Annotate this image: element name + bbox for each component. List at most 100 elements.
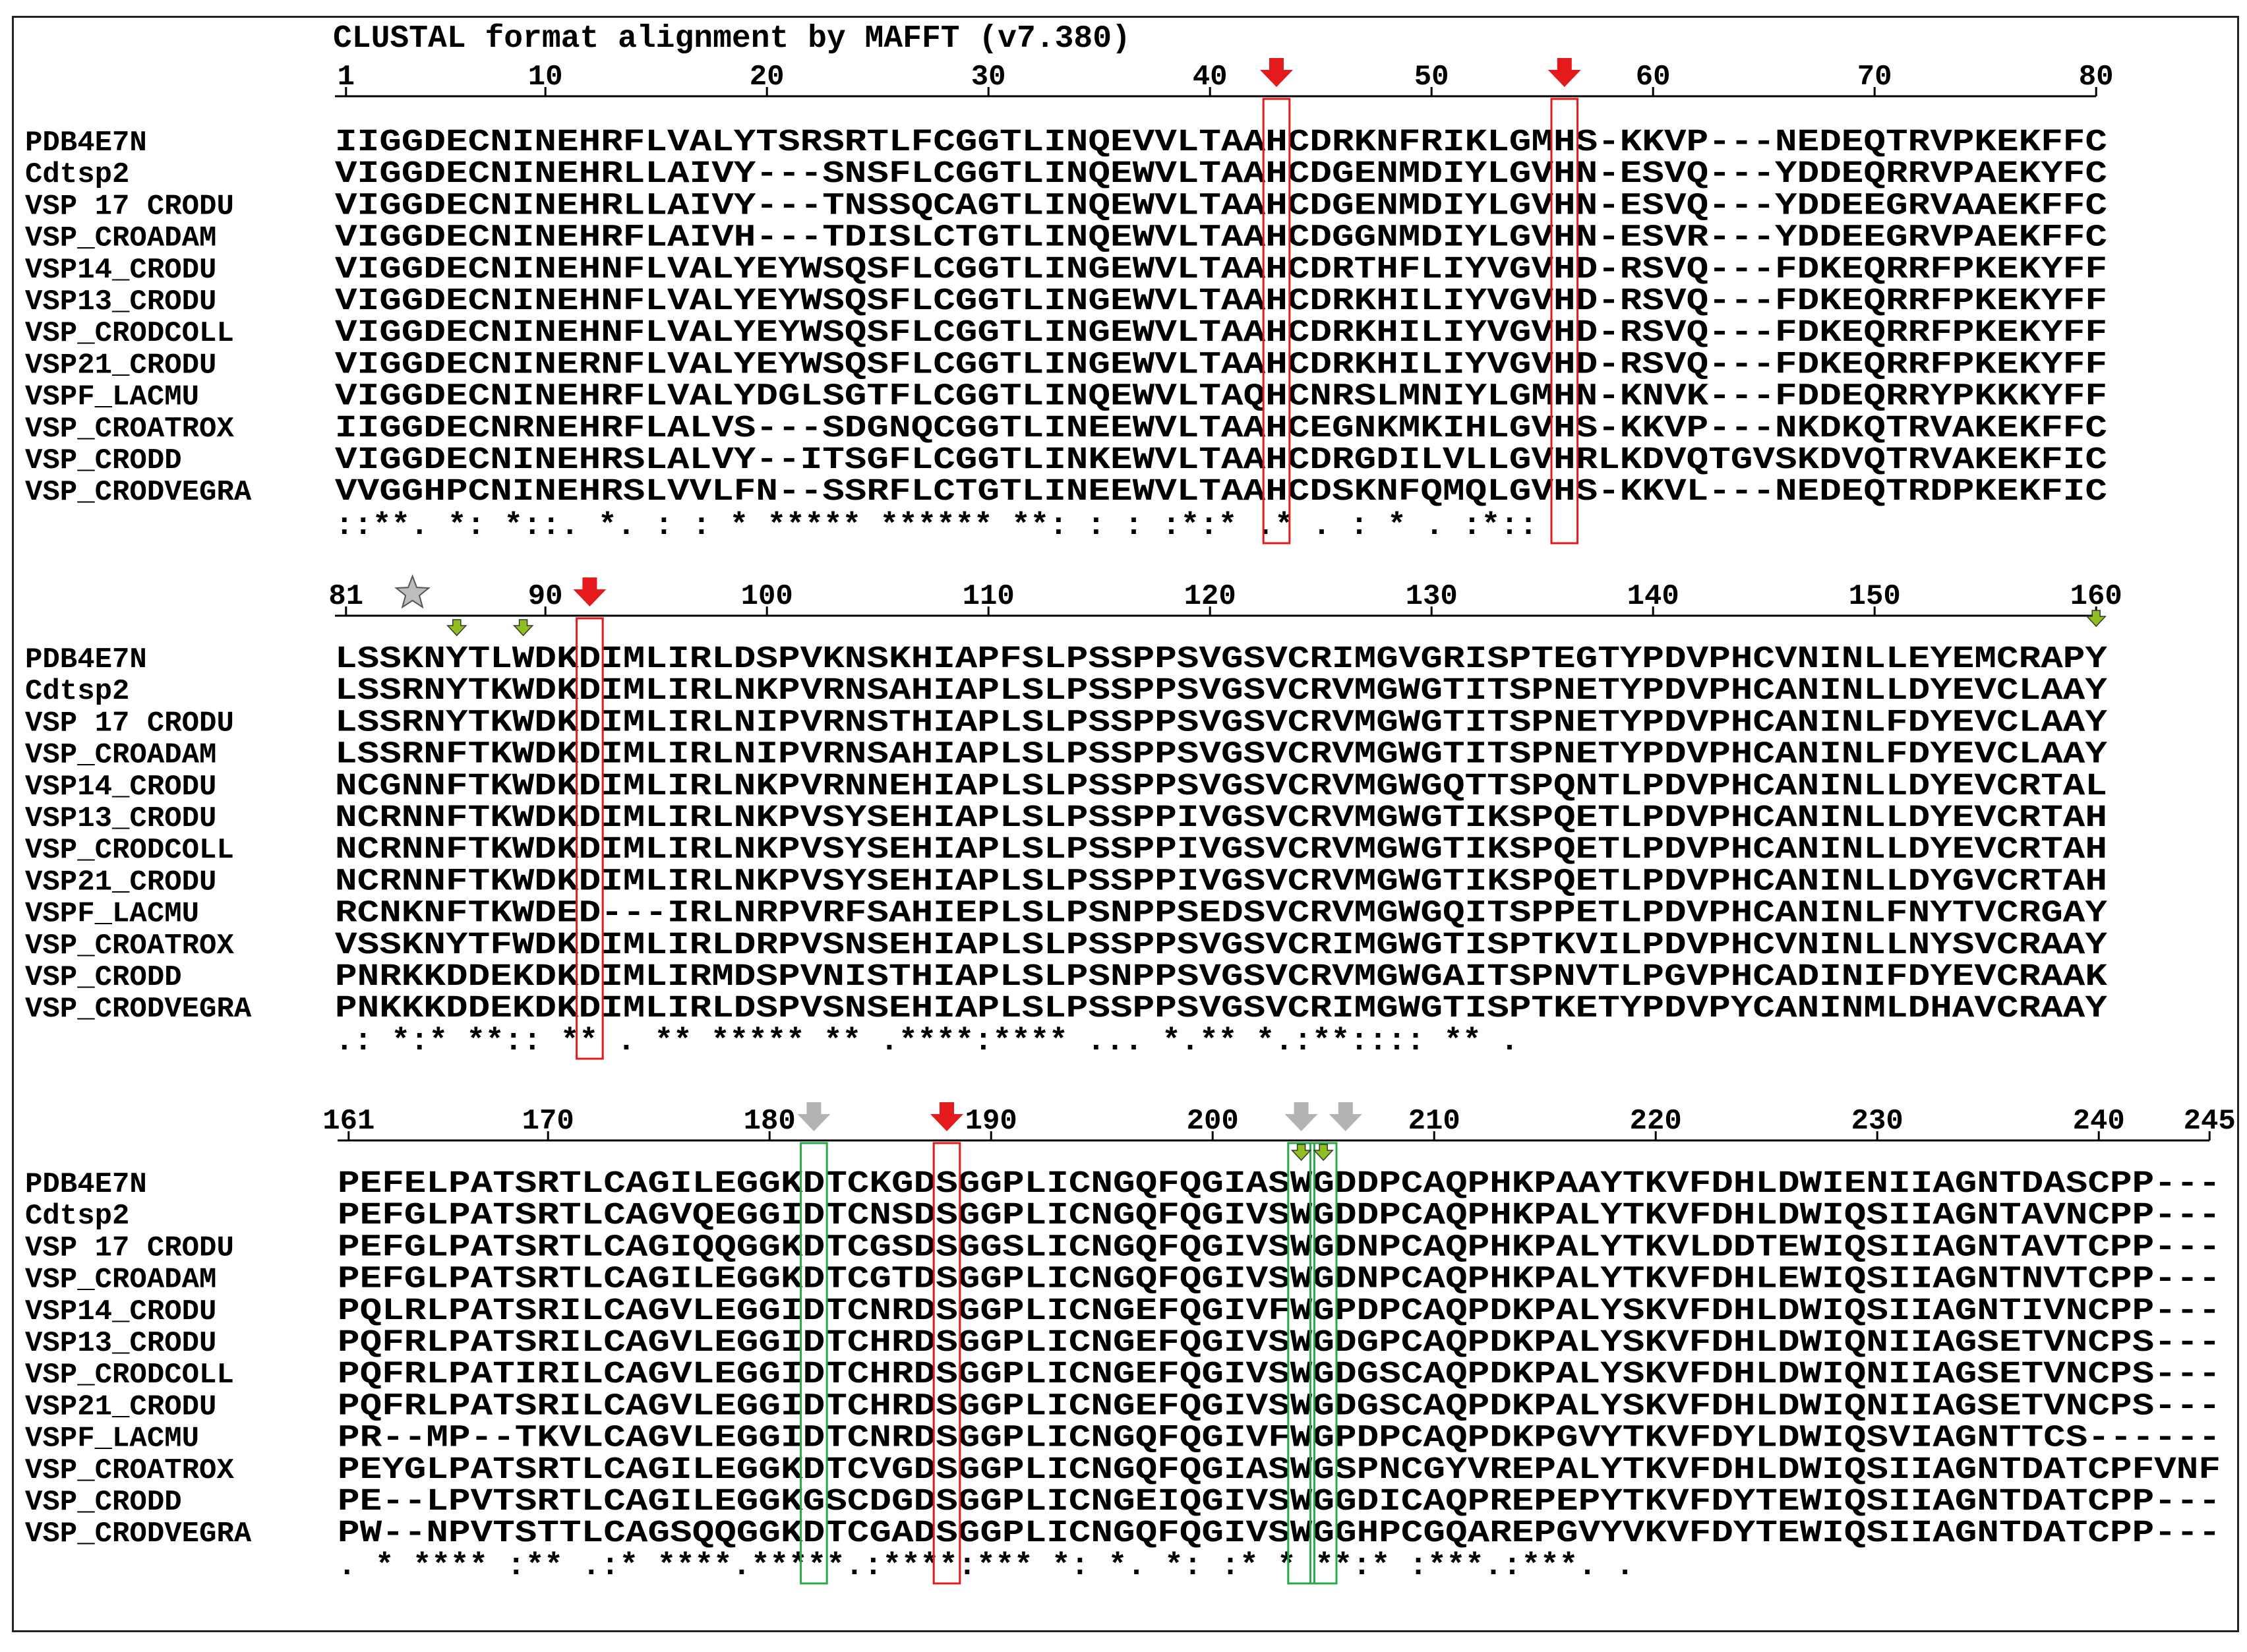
consensus-row: ::**. *: *::. *. : : * ***** ****** **: … xyxy=(335,508,1538,544)
sequence-row: VIGGDECNINEHRFLVALYDGLSGTFLCGGTLINQEWVLT… xyxy=(335,379,2107,415)
ruler-label: 170 xyxy=(522,1105,574,1138)
sequence-name: VSP_CRODCOLL xyxy=(25,1359,234,1392)
sequence-name: VSP_CROATROX xyxy=(25,1454,234,1487)
sequence-name: VSPF_LACMU xyxy=(25,1423,199,1456)
sequence-row: PQFRLPATSRILCAGVLEGGIDTCHRDSGGPLICNGEFQG… xyxy=(338,1388,2221,1424)
sequence-name: PDB4E7N xyxy=(25,1168,147,1201)
ruler-label: 10 xyxy=(528,61,563,94)
ruler-label: 200 xyxy=(1187,1105,1239,1138)
ruler-label: 110 xyxy=(963,580,1015,613)
ruler-label: 150 xyxy=(1849,580,1901,613)
sequence-name: VSP13_CRODU xyxy=(25,285,216,318)
ruler-label: 220 xyxy=(1630,1105,1682,1138)
sequence-row: VIGGDECNINERNFLVALYEYWSQSFLCGGTLINGEWVLT… xyxy=(335,347,2107,382)
sequence-row: PEFGLPATSRTLCAGILEGGKDTCGTDSGGPLICNGQFQG… xyxy=(338,1262,2221,1297)
green-arrow-marker xyxy=(1313,1144,1334,1162)
sequence-name: VSP_CRODCOLL xyxy=(25,834,234,867)
alignment-title: CLUSTAL format alignment by MAFFT (v7.38… xyxy=(333,21,1131,57)
sequence-name: VSP_CRODD xyxy=(25,1486,182,1519)
ruler-label: 190 xyxy=(965,1105,1017,1138)
ruler-label: 120 xyxy=(1184,580,1236,613)
ruler-label: 50 xyxy=(1414,61,1449,94)
sequence-row: VIGGDECNINEHNFLVALYEYWSQSFLCGGTLINGEWVLT… xyxy=(335,252,2107,287)
ruler-label: 1 xyxy=(338,61,355,94)
sequence-name: VSP_CROADAM xyxy=(25,222,216,255)
sequence-row: PEFGLPATSRTLCAGVQEGGIDTCNSDSGGPLICNGQFQG… xyxy=(338,1198,2221,1233)
sequence-row: VIGGDECNINEHRLLAIVY---TNSSQCAGTLINQEWVLT… xyxy=(335,188,2107,223)
red-arrow-marker xyxy=(1260,58,1293,87)
ruler-label: 180 xyxy=(744,1105,796,1138)
sequence-name: Cdtsp2 xyxy=(25,158,129,191)
sequence-row: LSSKNYTLWDKDIMLIRLDSPVKNSKHIAPFSLPSSPPSV… xyxy=(335,641,2108,677)
red-highlight-box xyxy=(576,617,604,1060)
ruler-label: 140 xyxy=(1627,580,1679,613)
sequence-row: VSSKNYTFWDKDIMLIRLDRPVSNSEHIAPLSLPSSPPSV… xyxy=(335,928,2108,963)
sequence-row: VIGGDECNINEHNFLVALYEYWSQSFLCGGTLINGEWVLT… xyxy=(335,283,2107,319)
sequence-name: VSP21_CRODU xyxy=(25,1390,216,1423)
sequence-name: Cdtsp2 xyxy=(25,675,129,708)
ruler-label: 60 xyxy=(1636,61,1671,94)
ruler-label: 240 xyxy=(2073,1105,2125,1138)
ruler-label: 245 xyxy=(2184,1105,2236,1138)
alignment-block-2: 81 90 100 110 120 130 140 150 160 PDB4E7N LSSKNYTL… xyxy=(25,580,2122,1059)
ruler-label: 161 xyxy=(322,1105,374,1138)
sequence-name: VSP 17 CRODU xyxy=(25,707,234,740)
sequence-name: VSP_CROATROX xyxy=(25,413,234,446)
sequence-name: VSP 17 CRODU xyxy=(25,1231,234,1264)
sequence-name: VSP21_CRODU xyxy=(25,349,216,382)
sequence-row: PNRKKDDEKDKDIMLIRMDSPVNISTHIAPLSLPSNPPSV… xyxy=(335,959,2108,995)
grey-arrow-marker xyxy=(1284,1102,1318,1131)
grey-arrow-marker xyxy=(1329,1102,1362,1131)
sequence-name: VSP13_CRODU xyxy=(25,1327,216,1360)
sequence-row: VIGGDECNINEHRFLAIVH---TDISLCTGTLINQEWVLT… xyxy=(335,220,2107,256)
ruler-label: 81 xyxy=(328,580,363,613)
sequence-row: PE--LPVTSRTLCAGILEGGKGSCDGDSGGPLICNGEIQG… xyxy=(338,1484,2221,1519)
consensus-row: .: *:* **:: ** . ** ***** ** .****:**** … xyxy=(335,1024,1519,1059)
figure-border xyxy=(12,16,2239,1632)
green-arrow-marker xyxy=(2085,610,2107,628)
ruler-label: 160 xyxy=(2070,580,2122,613)
ruler-label: 30 xyxy=(971,61,1006,94)
sequence-name: VSP_CRODD xyxy=(25,444,182,477)
sequence-name: PDB4E7N xyxy=(25,127,147,160)
sequence-row: IIGGDECNRNEHRFLALVS---SDGNQCGGTLINEEWVLT… xyxy=(335,411,2107,446)
sequence-name: VSP13_CRODU xyxy=(25,802,216,835)
red-arrow-marker xyxy=(930,1102,963,1131)
ruler-label: 90 xyxy=(528,580,563,613)
green-arrow-marker xyxy=(1290,1144,1312,1162)
sequence-name: VSP_CRODVEGRA xyxy=(25,993,252,1026)
sequence-name: VSPF_LACMU xyxy=(25,381,199,414)
sequence-name: VSP_CRODCOLL xyxy=(25,317,234,350)
sequence-name: PDB4E7N xyxy=(25,643,147,676)
sequence-row: PEFGLPATSRTLCAGIQQGGKDTCGSDSGGSLICNGQFQG… xyxy=(338,1229,2221,1265)
sequence-row: NCGNNFTKWDKDIMLIRLNKPVRNNEHIAPLSLPSSPPSV… xyxy=(335,769,2107,804)
ruler-label: 210 xyxy=(1408,1105,1460,1138)
sequence-row: VVGGHPCNINEHRSLVVLFN--SSRFLCTGTLINEEWVLT… xyxy=(335,474,2107,510)
ruler-label: 230 xyxy=(1851,1105,1903,1138)
sequence-row: PNKKKDDEKDKDIMLIRLDSPVSNSEHIAPLSLPSSPPSV… xyxy=(335,991,2108,1026)
sequence-row: PQLRLPATSRILCAGVLEGGIDTCNRDSGGPLICNGEFQG… xyxy=(338,1293,2221,1329)
sequence-row: NCRNNFTKWDKDIMLIRLNKPVSYSEHIAPLSLPSSPPIV… xyxy=(335,800,2107,836)
sequence-row: PQFRLPATIRILCAGVLEGGIDTCHRDSGGPLICNGEFQG… xyxy=(338,1357,2221,1392)
sequence-name: VSP14_CRODU xyxy=(25,1295,216,1328)
sequence-name: VSP14_CRODU xyxy=(25,771,216,804)
sequence-row: RCNKNFTKWDED---IRLNRPVRFSAHIEPLSLPSNPPSE… xyxy=(335,896,2108,931)
sequence-row: PQFRLPATSRILCAGVLEGGIDTCHRDSGGPLICNGEFQG… xyxy=(338,1325,2221,1361)
alignment-block-3: 161 170 180 190 200 210 220 230 240 245 PDB4E7N PEF… xyxy=(25,1105,2236,1584)
grey-arrow-marker xyxy=(797,1102,831,1131)
ruler-label: 130 xyxy=(1406,580,1458,613)
sequence-row: VIGGDECNINEHRSLALVY--ITSGFLCGGTLINKEWVLT… xyxy=(335,442,2107,478)
sequence-name: VSP_CRODVEGRA xyxy=(25,1518,252,1550)
red-highlight-box xyxy=(932,1142,961,1585)
sequence-name: VSPF_LACMU xyxy=(25,898,199,931)
ruler-label: 20 xyxy=(750,61,785,94)
green-highlight-box xyxy=(1287,1142,1315,1585)
grey-star-marker xyxy=(394,574,431,609)
sequence-row: LSSRNYTKWDKDIMLIRLNKPVRNSAHIAPLSLPSSPPSV… xyxy=(335,673,2108,709)
sequence-row: PEFELPATSRTLCAGILEGGKDTCKGDSGGPLICNGQFQG… xyxy=(338,1166,2221,1202)
sequence-name: VSP21_CRODU xyxy=(25,866,216,899)
sequence-name: VSP 17 CRODU xyxy=(25,190,234,223)
sequence-row: VIGGDECNINEHRLLAIVY---SNSFLCGGTLINQEWVLT… xyxy=(335,156,2107,192)
red-arrow-marker xyxy=(573,577,607,606)
